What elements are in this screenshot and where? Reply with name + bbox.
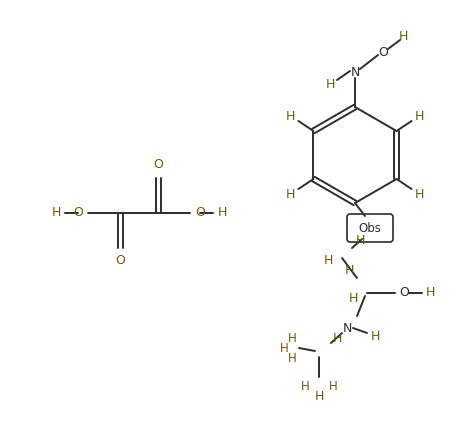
- Text: H: H: [332, 331, 342, 345]
- Text: H: H: [301, 380, 309, 392]
- Text: H: H: [348, 291, 358, 305]
- Text: H: H: [425, 287, 435, 299]
- Text: H: H: [323, 254, 333, 268]
- Text: O: O: [378, 46, 388, 58]
- Text: H: H: [370, 329, 380, 343]
- Text: H: H: [286, 109, 295, 123]
- Text: H: H: [280, 342, 288, 354]
- Text: H: H: [51, 207, 61, 219]
- Text: O: O: [195, 207, 205, 219]
- Text: H: H: [286, 187, 295, 201]
- Text: O: O: [153, 158, 163, 172]
- Text: H: H: [314, 391, 324, 403]
- Text: H: H: [355, 233, 365, 247]
- FancyBboxPatch shape: [347, 214, 393, 242]
- Text: H: H: [287, 351, 297, 365]
- Text: H: H: [329, 380, 337, 392]
- Text: H: H: [415, 187, 424, 201]
- Text: Obs: Obs: [359, 222, 382, 234]
- Text: O: O: [399, 287, 409, 299]
- Text: H: H: [399, 31, 408, 43]
- Text: H: H: [218, 207, 227, 219]
- Text: H: H: [325, 78, 335, 90]
- Text: O: O: [73, 207, 83, 219]
- Text: N: N: [351, 66, 360, 78]
- Text: H: H: [415, 109, 424, 123]
- Text: H: H: [287, 331, 297, 345]
- Text: H: H: [344, 265, 354, 277]
- Text: N: N: [342, 322, 352, 334]
- Text: O: O: [115, 254, 125, 268]
